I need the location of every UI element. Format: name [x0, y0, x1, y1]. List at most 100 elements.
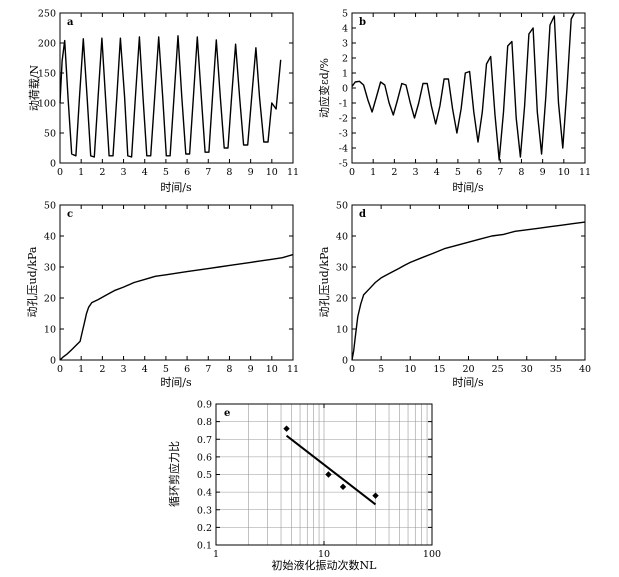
x-tick-label: 7 [205, 364, 211, 375]
x-tick-label: 5 [378, 364, 384, 375]
data-point [283, 425, 290, 432]
series-line [351, 221, 586, 361]
x-tick-label: 40 [579, 364, 591, 375]
x-tick-label: 10 [318, 549, 330, 560]
x-tick-label: 3 [121, 167, 127, 178]
y-tick-label: 0 [342, 356, 348, 367]
x-tick-label: 3 [121, 364, 127, 375]
y-tick-label: 250 [38, 9, 56, 20]
y-tick-label: 0.3 [197, 505, 212, 516]
x-tick-label: 15 [433, 364, 445, 375]
y-tick-label: 30 [336, 263, 348, 274]
x-tick-label: 1 [78, 167, 84, 178]
y-axis-label: 循环剪应力比 [167, 441, 181, 507]
x-tick-label: 6 [184, 364, 190, 375]
x-tick-label: 7 [497, 167, 503, 178]
x-tick-label: 1 [213, 549, 219, 560]
y-tick-label: 40 [336, 232, 348, 243]
y-tick-label: 1 [342, 69, 348, 80]
y-tick-label: -2 [339, 114, 348, 125]
x-tick-label: 100 [423, 549, 441, 560]
chart-panel-e: e 初始液化振动次数NL 循环剪应力比 1 10 100 0.1 0.2 0.3 0.4 0.… [167, 400, 441, 573]
x-tick-label: 4 [434, 167, 440, 178]
x-tick-label: 30 [521, 364, 533, 375]
x-tick-label: 8 [226, 364, 232, 375]
y-tick-label: 0.4 [197, 488, 212, 499]
x-tick-label: 3 [413, 167, 419, 178]
x-axis-label: 时间/s [452, 181, 484, 194]
x-axis-label: 初始液化振动次数NL [272, 558, 378, 572]
x-tick-label: 10 [266, 167, 278, 178]
plot-frame [59, 204, 294, 361]
y-tick-label: 40 [44, 232, 56, 243]
y-tick-label: 0 [50, 159, 56, 170]
x-tick-label: 5 [455, 167, 461, 178]
x-axis-label: 时间/s [160, 181, 192, 194]
x-tick-label: 11 [287, 364, 299, 375]
panel-label: e [224, 408, 230, 419]
y-tick-label: -4 [339, 144, 348, 155]
x-tick-label: 9 [248, 167, 254, 178]
x-tick-label: 8 [518, 167, 524, 178]
y-tick-label: 0.8 [197, 417, 212, 428]
y-tick-label: 0.7 [197, 435, 212, 446]
x-tick-label: 9 [248, 364, 254, 375]
series-line [59, 253, 294, 361]
y-tick-label: 100 [38, 99, 56, 110]
y-tick-label: 0.2 [197, 523, 212, 534]
y-tick-label: 150 [38, 69, 56, 80]
x-tick-label: 25 [492, 364, 504, 375]
x-tick-label: 9 [540, 167, 546, 178]
data-point [325, 471, 332, 478]
plot-frame [351, 204, 586, 361]
y-tick-label: 10 [336, 325, 348, 336]
x-tick-label: 35 [550, 364, 562, 375]
y-tick-label: 0.5 [197, 470, 212, 481]
x-tick-label: 7 [205, 167, 211, 178]
y-tick-label: -1 [339, 99, 348, 110]
y-tick-label: 50 [336, 201, 348, 212]
x-tick-label: 2 [391, 167, 397, 178]
y-tick-label: 3 [342, 39, 348, 50]
y-axis-label: 动孔压ud/kPa [26, 246, 39, 317]
x-tick-label: 6 [476, 167, 482, 178]
y-tick-label: 4 [342, 24, 348, 35]
panel-label: c [67, 209, 73, 220]
x-tick-label: 10 [404, 364, 416, 375]
y-tick-label: 20 [44, 294, 56, 305]
x-axis-label: 时间/s [452, 376, 484, 389]
data-point [372, 492, 379, 499]
y-tick-label: 0.1 [197, 541, 212, 552]
x-tick-label: 0 [349, 167, 355, 178]
x-tick-label: 6 [184, 167, 190, 178]
plot-frame [59, 12, 294, 164]
chart-panel-d: d 时间/s 动孔压ud/kPa 0 5 10 15 20 25 30 35 40 0 10 20 30… [318, 201, 591, 390]
x-tick-label: 2 [99, 364, 105, 375]
y-axis-label: 动应变εd/% [317, 58, 331, 118]
y-tick-label: 0 [342, 84, 348, 95]
x-tick-label: 5 [163, 364, 169, 375]
x-tick-label: 4 [142, 364, 148, 375]
x-tick-label: 10 [266, 364, 278, 375]
x-tick-label: 10 [558, 167, 570, 178]
y-tick-label: -3 [339, 129, 348, 140]
y-tick-label: 10 [44, 325, 56, 336]
x-tick-label: 1 [78, 364, 84, 375]
y-tick-label: 0.9 [197, 400, 212, 411]
x-tick-label: 4 [142, 167, 148, 178]
x-tick-label: 2 [99, 167, 105, 178]
x-tick-label: 0 [57, 364, 63, 375]
x-tick-label: 1 [370, 167, 376, 178]
chart-panel-a: a 时间/s 动荷载/N 0 1 2 3 4 5 6 7 8 9 10 11 0 50 100 150 200 2… [28, 9, 299, 195]
x-tick-label: 11 [287, 167, 299, 178]
y-axis-label: 动荷载/N [28, 64, 41, 111]
x-tick-label: 0 [57, 167, 63, 178]
y-tick-label: 30 [44, 263, 56, 274]
y-tick-label: 20 [336, 294, 348, 305]
x-tick-label: 20 [462, 364, 474, 375]
x-axis-label: 时间/s [160, 376, 192, 389]
x-tick-label: 8 [226, 167, 232, 178]
x-tick-label: 0 [349, 364, 355, 375]
y-tick-label: 0.6 [197, 452, 212, 463]
